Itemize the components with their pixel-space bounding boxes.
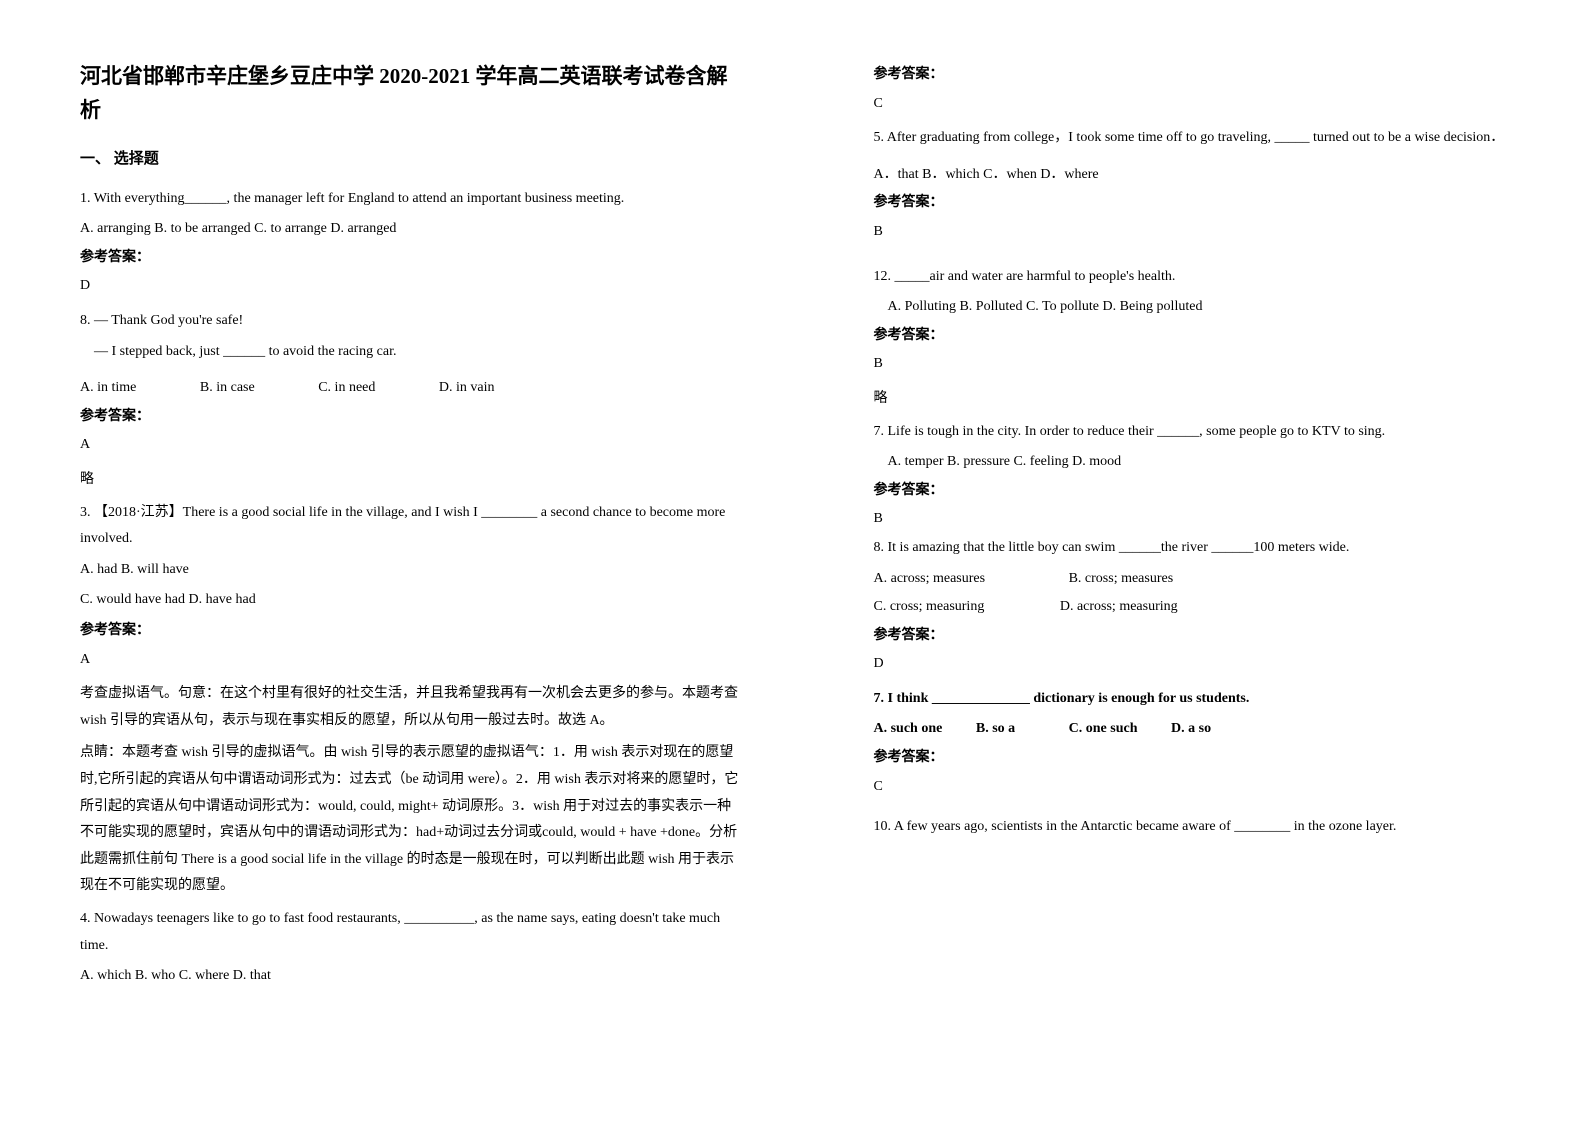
q7b-optB: B. so a: [976, 716, 1015, 743]
q2-answer: A: [80, 432, 744, 459]
q2-optA: A. in time: [80, 375, 136, 402]
q4-options: A. which B. who C. where D. that: [80, 963, 744, 990]
q7a-text: 7. Life is tough in the city. In order t…: [874, 419, 1538, 446]
q7b-optC: C. one such: [1069, 716, 1138, 743]
q7b-answer-label: 参考答案：: [874, 745, 1538, 772]
q2-optC: C. in need: [318, 375, 375, 402]
q12-text: 12. _____air and water are harmful to pe…: [874, 264, 1538, 291]
q5-options: A．that B．which C．when D．where: [874, 162, 1538, 189]
q2-optD: D. in vain: [439, 375, 495, 402]
q8-optD: D. across; measuring: [1060, 594, 1178, 621]
q12-options: A. Polluting B. Polluted C. To pollute D…: [874, 294, 1538, 321]
q1-options: A. arranging B. to be arranged C. to arr…: [80, 216, 744, 243]
q2-answer-label: 参考答案：: [80, 404, 744, 431]
q7b-optD: D. a so: [1171, 716, 1211, 743]
q7a-answer: B: [874, 506, 1538, 533]
q2-note: 略: [80, 467, 744, 494]
q10-text: 10. A few years ago, scientists in the A…: [874, 814, 1538, 841]
exam-title: 河北省邯郸市辛庄堡乡豆庄中学 2020-2021 学年高二英语联考试卷含解析: [80, 60, 744, 127]
q1-answer-label: 参考答案：: [80, 245, 744, 272]
q3-opt2: C. would have had D. have had: [80, 587, 744, 614]
q8-answer: D: [874, 651, 1538, 678]
q4-text: 4. Nowadays teenagers like to go to fast…: [80, 906, 744, 959]
q12-note: 略: [874, 386, 1538, 413]
right-column: 参考答案： C 5. After graduating from college…: [794, 0, 1587, 1122]
q3-exp2: 点睛：本题考查 wish 引导的虚拟语气。由 wish 引导的表示愿望的虚拟语气…: [80, 740, 744, 900]
q8-optA: A. across; measures: [874, 566, 986, 593]
q8-options-row2: C. cross; measuring D. across; measuring: [874, 594, 1538, 621]
q3-answer-label: 参考答案：: [80, 618, 744, 645]
q7b-text: 7. I think ______________ dictionary is …: [874, 686, 1538, 713]
q7a-options: A. temper B. pressure C. feeling D. mood: [874, 449, 1538, 476]
q2-options: A. in time B. in case C. in need D. in v…: [80, 375, 744, 402]
q7b-optA: A. such one: [874, 716, 943, 743]
q3-opt1: A. had B. will have: [80, 557, 744, 584]
q3-exp1: 考查虚拟语气。句意：在这个村里有很好的社交生活，并且我希望我再有一次机会去更多的…: [80, 681, 744, 734]
q3-text: 3. 【2018·江苏】There is a good social life …: [80, 500, 744, 553]
q8-text: 8. It is amazing that the little boy can…: [874, 535, 1538, 562]
q1-text: 1. With everything______, the manager le…: [80, 186, 744, 213]
q8-options-row1: A. across; measures B. cross; measures: [874, 566, 1538, 593]
q2-line2: — I stepped back, just ______ to avoid t…: [80, 339, 744, 366]
q3-answer: A: [80, 647, 744, 674]
q8-optB: B. cross; measures: [1069, 566, 1174, 593]
q5-answer: B: [874, 219, 1538, 246]
q5-answer-label: 参考答案：: [874, 190, 1538, 217]
q2-line1: 8. — Thank God you're safe!: [80, 308, 744, 335]
col2-answer: C: [874, 91, 1538, 118]
left-column: 河北省邯郸市辛庄堡乡豆庄中学 2020-2021 学年高二英语联考试卷含解析 一…: [0, 0, 794, 1122]
section-header: 一、 选择题: [80, 145, 744, 174]
q12-answer-label: 参考答案：: [874, 323, 1538, 350]
q8-answer-label: 参考答案：: [874, 623, 1538, 650]
col2-answer-label: 参考答案：: [874, 62, 1538, 89]
q7a-answer-label: 参考答案：: [874, 478, 1538, 505]
q1-answer: D: [80, 273, 744, 300]
q5-text: 5. After graduating from college，I took …: [874, 125, 1538, 152]
q2-optB: B. in case: [200, 375, 255, 402]
q12-answer: B: [874, 351, 1538, 378]
q7b-answer: C: [874, 774, 1538, 801]
q7b-options: A. such one B. so a C. one such D. a so: [874, 716, 1538, 743]
q8-optC: C. cross; measuring: [874, 594, 985, 621]
